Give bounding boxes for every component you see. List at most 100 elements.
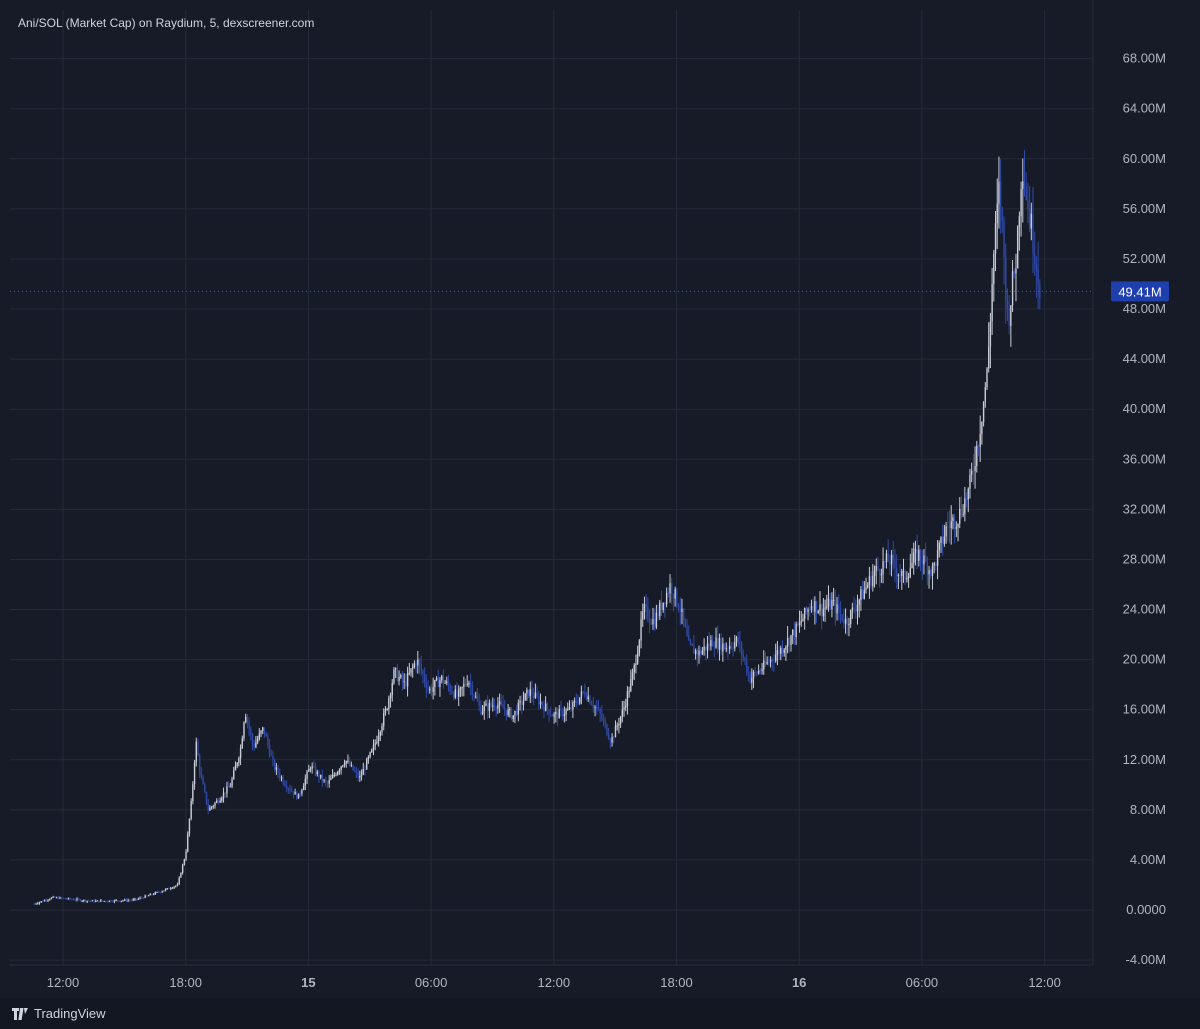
candle-body [321,774,324,781]
candle-body [219,800,221,803]
candles [33,150,1041,905]
candle-body [1003,220,1005,258]
candle-body [309,768,312,770]
x-tick-label: 12:00 [47,975,80,990]
candle-body [550,714,552,716]
candle-body [577,703,579,705]
candle-body [480,705,482,715]
candle-body [699,650,702,655]
candle-body [381,725,383,732]
candle-body [393,669,395,684]
candle-body [607,734,610,740]
candle-body [907,576,910,578]
candle-body [616,725,618,727]
x-tick-label: 16 [792,975,806,990]
candle-body [824,607,826,609]
candle-body [667,592,670,594]
candle-body [493,705,496,708]
candle-body [132,899,134,901]
candle-body [964,498,966,515]
candle-body [737,637,739,643]
candle-body [727,648,729,650]
candle-body [101,900,104,902]
candle-body [1034,252,1036,265]
candle-body [279,773,281,778]
candle-body [130,900,133,902]
candle-body [354,770,356,772]
candle-body [500,701,503,704]
candle-body [1013,271,1015,274]
candle-body [527,689,530,697]
candle-body [965,498,968,500]
y-axis[interactable]: 68.00M 64.00M 60.00M 56.00M 52.00M 48.00M 44.0… [1123,51,1166,967]
candle-body [739,642,741,644]
x-axis[interactable]: 12:00 18:00 15 06:00 12:00 18:00 16 06:00 12:00 [47,975,1061,990]
candle-body [930,570,932,576]
chart-grid [10,0,1094,966]
candle-body [256,739,259,743]
candle-body [197,741,199,756]
candle-body [268,744,271,755]
y-tick-label: 56.00M [1123,201,1166,216]
candle-body [812,606,814,612]
candle-body [650,622,652,625]
tradingview-brand[interactable]: TradingView [12,1006,106,1021]
candle-body [272,755,274,761]
candle-body [749,672,751,683]
candle-body [514,710,516,716]
candle-body [597,708,600,710]
candle-body [91,900,94,902]
candle-body [335,774,337,776]
candle-body [72,899,75,901]
candle-body [451,691,453,694]
candle-body [587,696,589,700]
candle-body [1011,271,1014,306]
candle-body [711,640,714,647]
candle-body [609,739,612,743]
y-tick-label: 16.00M [1123,702,1166,717]
candle-body [602,718,605,721]
candle-body [430,688,433,693]
candle-body [626,691,629,706]
candle-body [659,602,661,617]
candle-body [628,691,630,693]
candle-body [325,779,327,783]
price-chart[interactable]: 49.41M 68.00M 64.00M 60.00M 56.00M 52.00M 48.… [0,0,1200,998]
candle-body [108,900,111,902]
candle-body [911,562,913,569]
candle-body [497,704,499,709]
candle-body [890,554,893,565]
candle-body [394,668,397,670]
candle-body [774,655,777,661]
candle-body [565,709,567,715]
candle-body [878,569,881,575]
candle-body [539,701,542,705]
candle-body [38,902,41,904]
candle-body [236,762,238,766]
candle-body [468,682,470,685]
candle-body [861,589,864,599]
candle-body [163,890,165,892]
candle-body [613,736,615,738]
candle-body [176,884,179,886]
candle-body [614,725,617,738]
candle-body [815,600,818,614]
candle-body [902,570,905,572]
candle-body [117,900,119,902]
candle-body [52,896,54,898]
candle-body [718,638,721,650]
candle-body [860,589,862,600]
candle-body [689,640,692,644]
candle-body [106,901,109,903]
candle-body [369,752,371,758]
candle-body [435,677,438,681]
candle-body [776,650,779,656]
candle-body [827,598,830,607]
candle-body [943,536,946,544]
candle-body [984,387,986,402]
candle-body [217,800,220,803]
candle-body [371,749,373,753]
candle-body [918,549,920,562]
candle-body [461,687,463,689]
candle-body [643,603,646,613]
